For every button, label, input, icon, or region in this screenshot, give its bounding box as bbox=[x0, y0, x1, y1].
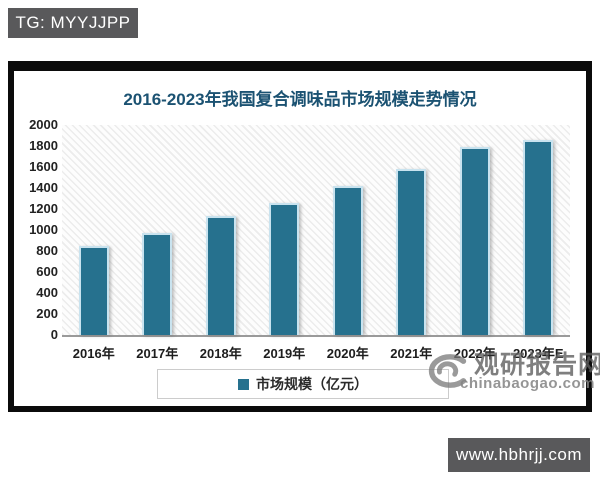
bar-2017年 bbox=[142, 232, 173, 335]
y-tick-label: 1600 bbox=[29, 159, 58, 174]
y-tick-label: 2000 bbox=[29, 117, 58, 132]
tg-watermark-badge: TG: MYYJJPP bbox=[8, 8, 138, 38]
x-tick-label: 2016年 bbox=[72, 346, 115, 361]
y-tick-label: 1200 bbox=[29, 201, 58, 216]
x-tick-label: 2020年 bbox=[326, 346, 369, 361]
y-tick-label: 1400 bbox=[29, 180, 58, 195]
x-tick-label: 2021年 bbox=[390, 346, 433, 361]
x-tick-label: 2018年 bbox=[199, 346, 242, 361]
y-tick-label: 0 bbox=[50, 327, 58, 342]
legend-swatch-icon bbox=[238, 378, 249, 390]
y-tick-label: 1800 bbox=[29, 138, 58, 153]
bar-2023年E bbox=[523, 139, 554, 335]
tg-badge-text: TG: MYYJJPP bbox=[15, 13, 131, 32]
site-watermark-badge: www.hbhrjj.com bbox=[448, 438, 590, 472]
legend: 市场规模（亿元） bbox=[157, 369, 449, 399]
bar-2016年 bbox=[78, 245, 109, 335]
y-tick-label: 400 bbox=[36, 285, 58, 300]
bar-2019年 bbox=[269, 203, 300, 335]
y-tick-label: 200 bbox=[36, 306, 58, 321]
y-axis-tick-labels: 0 200 400 600 800 1000 1200 1400 1600 1800 2000 bbox=[14, 71, 58, 406]
site-badge-text: www.hbhrjj.com bbox=[455, 445, 583, 464]
bar-2020年 bbox=[332, 186, 363, 335]
x-tick-label: 2017年 bbox=[136, 346, 179, 361]
y-tick-label: 800 bbox=[36, 243, 58, 258]
y-tick-label: 600 bbox=[36, 264, 58, 279]
bar-2022年 bbox=[459, 147, 490, 335]
x-tick-label: 2019年 bbox=[263, 346, 306, 361]
bar-2021年 bbox=[396, 168, 427, 335]
x-tick-label: 2023年E bbox=[512, 346, 564, 361]
plot-area bbox=[62, 125, 570, 337]
chart-frame: 2016-2023年我国复合调味品市场规模走势情况 0 200 400 600 800 1… bbox=[8, 61, 600, 412]
y-tick-label: 1000 bbox=[29, 222, 58, 237]
legend-label: 市场规模（亿元） bbox=[256, 376, 368, 392]
bar-2018年 bbox=[205, 216, 236, 335]
chart-title: 2016-2023年我国复合调味品市场规模走势情况 bbox=[123, 90, 477, 109]
watermark-domain: chinabaogao.com bbox=[460, 375, 596, 392]
x-tick-label: 2022年 bbox=[453, 346, 496, 361]
